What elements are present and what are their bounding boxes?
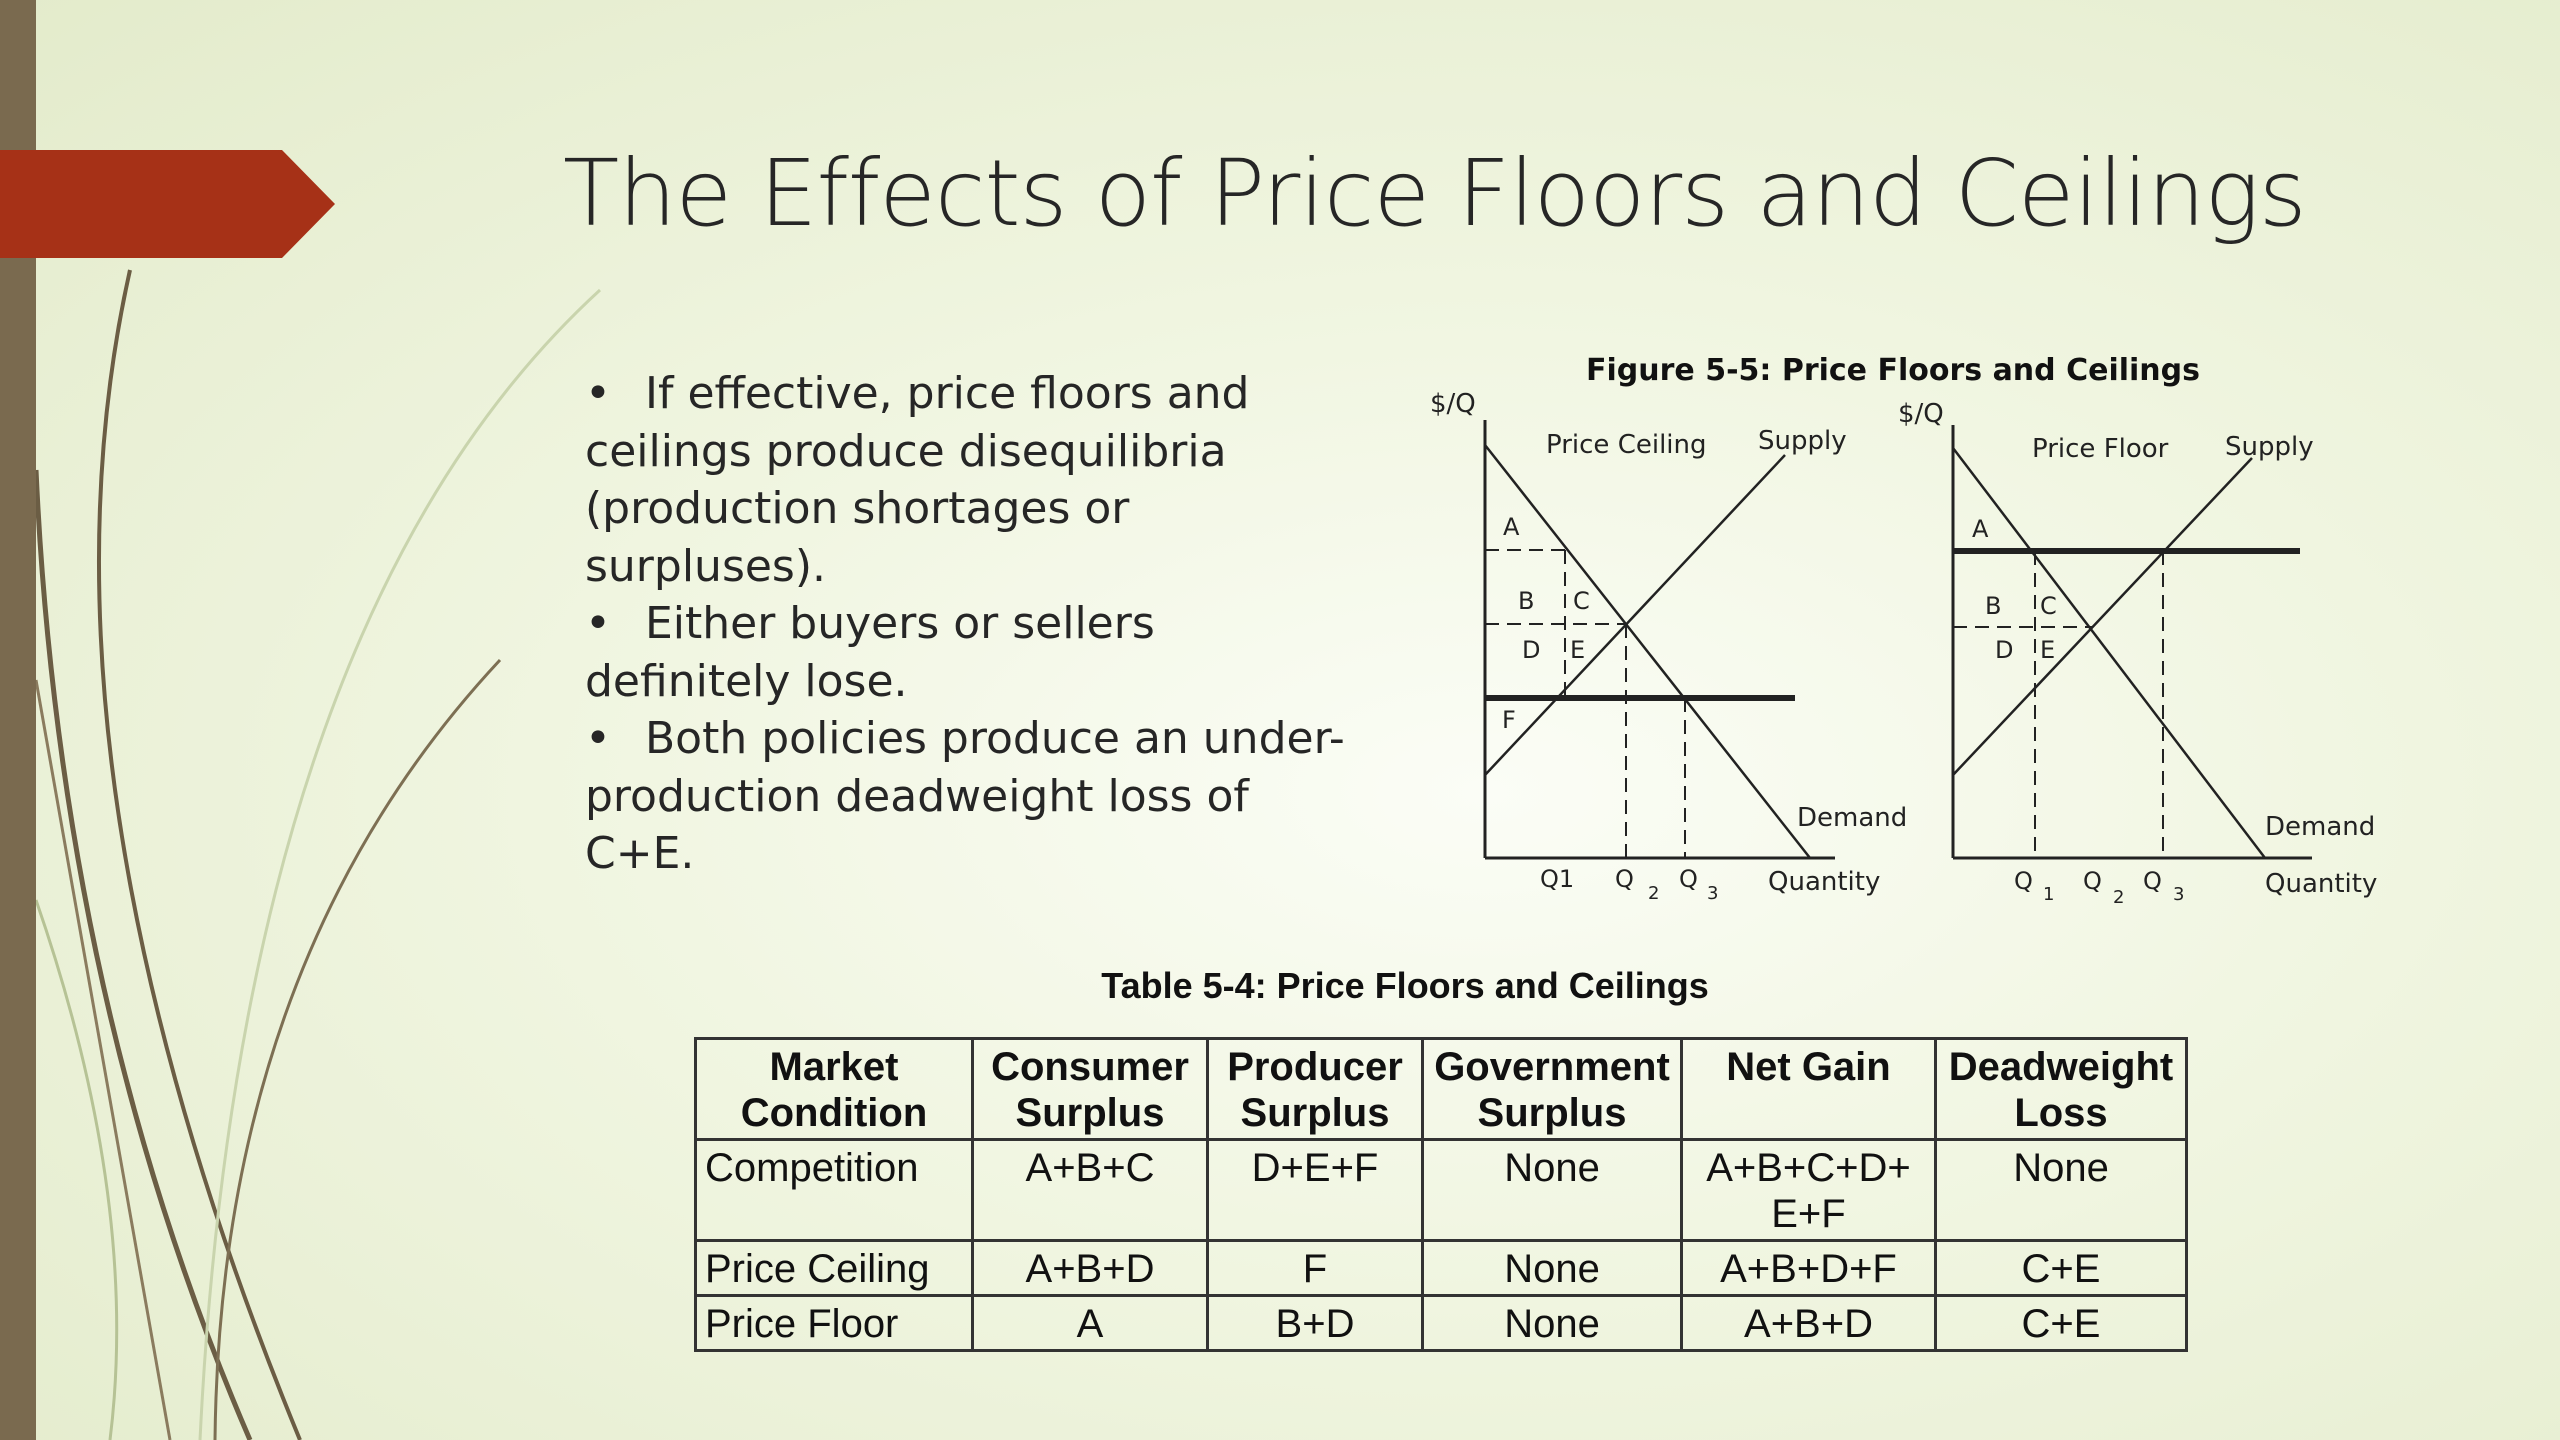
q-label: Q1 bbox=[1540, 865, 1574, 893]
table-row: Price Ceiling A+B+D F None A+B+D+F C+E bbox=[694, 1239, 2188, 1297]
ceiling-demand-label: Demand bbox=[1797, 803, 1907, 833]
floor-demand-label: Demand bbox=[2265, 812, 2375, 842]
bullet-dot: • bbox=[585, 368, 611, 419]
table-row: Competition A+B+C D+E+F None A+B+C+D+ E+F… bbox=[694, 1138, 2188, 1242]
table-cell: None bbox=[1421, 1294, 1683, 1352]
floor-demand-line bbox=[1952, 447, 2266, 859]
ceiling-demand-line bbox=[1484, 444, 1811, 859]
bullet-item: • Either buyers or sellers definitely los… bbox=[585, 595, 1345, 710]
table-cell: C+E bbox=[1934, 1294, 2188, 1352]
table-cell: A+B+C bbox=[971, 1138, 1209, 1242]
table-title: Table 5-4: Price Floors and Ceilings bbox=[1101, 965, 1709, 1006]
bullet-dot: • bbox=[585, 713, 611, 764]
bullet-item: • Both policies produce an under-producti… bbox=[585, 710, 1345, 883]
table-cell: Competition bbox=[694, 1138, 974, 1242]
q-label: Q bbox=[2014, 867, 2033, 895]
area-label: D bbox=[1995, 636, 2013, 664]
column-header: Government Surplus bbox=[1421, 1037, 1683, 1141]
bullet-text: Either buyers or sellers definitely lose… bbox=[585, 598, 1155, 707]
bullet-text: Both policies produce an under-productio… bbox=[585, 713, 1345, 879]
q-label: Q bbox=[2083, 867, 2102, 895]
table-cell: A+B+D bbox=[971, 1239, 1209, 1297]
area-label: A bbox=[1972, 515, 1989, 543]
table-cell: None bbox=[1421, 1239, 1683, 1297]
decorative-curves bbox=[33, 269, 602, 1440]
title-arrow-banner bbox=[0, 150, 335, 258]
floor-labels: $/Q Price Floor Supply Demand Quantity A… bbox=[1898, 399, 2377, 908]
column-header: Producer Surplus bbox=[1206, 1037, 1424, 1141]
q-label: Q bbox=[1615, 865, 1634, 893]
table-header-row: Market Condition Consumer Surplus Producer… bbox=[694, 1037, 2188, 1141]
area-label: A bbox=[1503, 513, 1520, 541]
table-cell: A bbox=[971, 1294, 1209, 1352]
ceiling-y-axis-label: $/Q bbox=[1430, 389, 1476, 419]
ceiling-control-label: Price Ceiling bbox=[1546, 430, 1707, 460]
table-row: Price Floor A B+D None A+B+D C+E bbox=[694, 1294, 2188, 1352]
q-subscript: 3 bbox=[2173, 884, 2184, 905]
figure-title: Figure 5-5: Price Floors and Ceilings bbox=[1586, 353, 2200, 388]
ceiling-panel bbox=[1483, 420, 1835, 860]
area-label: C bbox=[1573, 587, 1590, 615]
q-label: Q bbox=[2143, 867, 2162, 895]
bullet-item: • If effective, price floors and ceilings… bbox=[585, 365, 1345, 595]
column-header: Consumer Surplus bbox=[971, 1037, 1209, 1141]
area-label: E bbox=[1570, 636, 1585, 664]
bullet-list: • If effective, price floors and ceilings… bbox=[585, 365, 1345, 883]
area-label: E bbox=[2040, 636, 2055, 664]
q-label: Q bbox=[1679, 865, 1698, 893]
ceiling-supply-line bbox=[1484, 454, 1786, 776]
area-label: F bbox=[1502, 706, 1516, 734]
q-subscript: 2 bbox=[2113, 887, 2124, 908]
bullet-text: If effective, price floors and ceilings … bbox=[585, 368, 1250, 592]
ceiling-labels: $/Q Price Ceiling Supply Demand Quantity… bbox=[1430, 389, 1907, 904]
table-cell: B+D bbox=[1206, 1294, 1424, 1352]
floor-supply-label: Supply bbox=[2225, 432, 2314, 462]
table-cell: Price Ceiling bbox=[694, 1239, 974, 1297]
table-cell: C+E bbox=[1934, 1239, 2188, 1297]
floor-supply-line bbox=[1952, 457, 2253, 776]
ceiling-x-axis-label: Quantity bbox=[1768, 867, 1880, 897]
table-cell: F bbox=[1206, 1239, 1424, 1297]
table-cell: A+B+D bbox=[1680, 1294, 1937, 1352]
q-subscript: 3 bbox=[1707, 883, 1718, 904]
table-cell: A+B+D+F bbox=[1680, 1239, 1937, 1297]
floor-panel bbox=[1951, 425, 2312, 860]
table-cell: None bbox=[1934, 1138, 2188, 1242]
ceiling-supply-label: Supply bbox=[1758, 426, 1847, 456]
area-label: D bbox=[1522, 636, 1540, 664]
slide-title: The Effects of Price Floors and Ceilings bbox=[563, 140, 2307, 247]
floor-x-axis-label: Quantity bbox=[2265, 869, 2377, 899]
floor-control-label: Price Floor bbox=[2032, 434, 2169, 464]
column-header: Net Gain bbox=[1680, 1037, 1937, 1141]
column-header: Deadweight Loss bbox=[1934, 1037, 2188, 1141]
table-cell: None bbox=[1421, 1138, 1683, 1242]
column-header: Market Condition bbox=[694, 1037, 974, 1141]
table-cell: D+E+F bbox=[1206, 1138, 1424, 1242]
area-label: B bbox=[1518, 587, 1534, 615]
bullet-dot: • bbox=[585, 598, 611, 649]
table-cell: A+B+C+D+ E+F bbox=[1680, 1138, 1937, 1242]
table-cell: Price Floor bbox=[694, 1294, 974, 1352]
area-label: B bbox=[1985, 592, 2001, 620]
q-subscript: 2 bbox=[1648, 883, 1659, 904]
surplus-table: Market Condition Consumer Surplus Producer… bbox=[694, 1037, 2188, 1352]
q-subscript: 1 bbox=[2043, 884, 2054, 905]
floor-y-axis-label: $/Q bbox=[1898, 399, 1944, 429]
area-label: C bbox=[2040, 592, 2057, 620]
